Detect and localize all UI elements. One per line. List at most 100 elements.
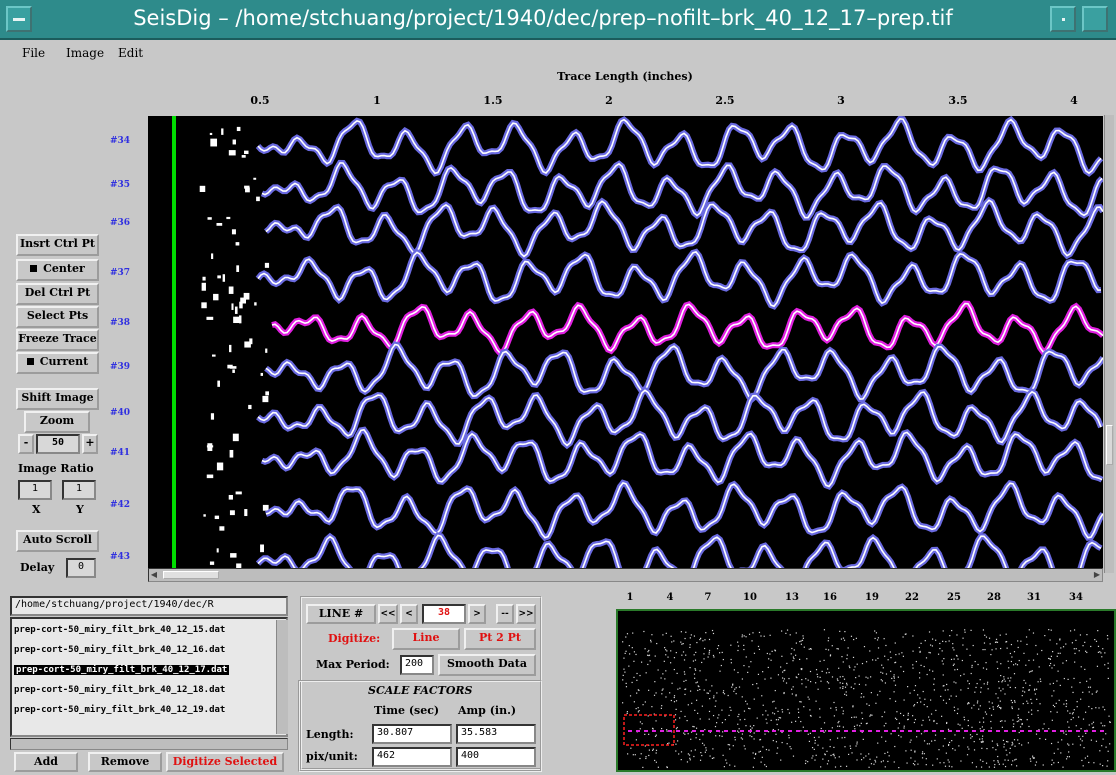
overview-noise-dot (687, 753, 689, 755)
overview-noise-dot (839, 630, 841, 632)
scroll-right-icon[interactable]: ▶ (1093, 570, 1101, 579)
overview-noise-dot (1092, 727, 1094, 729)
max-period-field[interactable]: 200 (400, 655, 434, 675)
overview-noise-dot (766, 652, 768, 655)
overview-noise-dot (865, 755, 867, 757)
file-list-item[interactable]: prep-cort-50_miry_filt_brk_40_12_16.dat (14, 645, 226, 655)
auto-scroll-button[interactable]: Auto Scroll (16, 530, 99, 552)
overview-noise-dot (982, 648, 984, 651)
path-field[interactable]: /home/stchuang/project/1940/dec/R (10, 596, 288, 616)
scroll-left-icon[interactable]: ◀ (150, 570, 158, 579)
overview-noise-dot (666, 743, 669, 745)
file-list-item[interactable]: prep-cort-50_miry_filt_brk_40_12_19.dat (14, 705, 226, 715)
plot-hscroll-thumb[interactable] (163, 571, 219, 579)
plot-vertical-scrollbar[interactable] (1104, 115, 1114, 573)
overview-noise-dot (944, 689, 946, 691)
remove-button[interactable]: Remove (88, 752, 162, 772)
menu-image[interactable]: Image (66, 46, 105, 60)
del-ctrl-pt-button[interactable]: Del Ctrl Pt (16, 283, 99, 305)
overview-noise-dot (998, 680, 1000, 683)
overview-noise-dot (903, 699, 905, 701)
window-menu-button[interactable] (6, 6, 32, 32)
overview-noise-dot (1017, 646, 1019, 649)
insert-ctrl-pt-button[interactable]: Insrt Ctrl Pt (16, 234, 99, 256)
delay-field[interactable]: 0 (66, 558, 96, 578)
overview-noise-dot (1028, 629, 1030, 631)
pix-time-field[interactable]: 462 (372, 747, 452, 767)
file-list-item[interactable]: prep-cort-50_miry_filt_brk_40_12_18.dat (14, 685, 226, 695)
overview-noise-dot (973, 704, 975, 706)
overview-noise-dot (916, 736, 918, 738)
length-time-field[interactable]: 30.807 (372, 724, 452, 744)
seismogram-canvas[interactable] (148, 116, 1103, 568)
overview-noise-dot (844, 631, 846, 633)
file-list-item[interactable]: prep-cort-50_miry_filt_brk_40_12_17.dat (14, 665, 230, 675)
overview-noise-dot (1107, 638, 1109, 640)
file-list-hscroll[interactable] (10, 738, 288, 750)
center-toggle[interactable]: Center (16, 259, 99, 281)
overview-noise-dot (1049, 665, 1051, 667)
overview-canvas[interactable] (618, 611, 1114, 770)
overview-noise-dot (709, 690, 711, 692)
overview-noise-dot (786, 662, 788, 665)
plot-vscroll-thumb[interactable] (1106, 425, 1113, 465)
pix-amp-field[interactable]: 400 (456, 747, 536, 767)
last-line-button[interactable]: >> (516, 604, 536, 624)
overview-noise-dot (760, 635, 762, 637)
file-list-item[interactable]: prep-cort-50_miry_filt_brk_40_12_15.dat (14, 625, 226, 635)
overview-noise-dot (727, 694, 729, 697)
dash-button[interactable]: -- (496, 604, 514, 624)
prev-line-button[interactable]: < (400, 604, 418, 624)
overview-noise-dot (792, 755, 795, 757)
digitize-line-button[interactable]: Line (392, 628, 460, 650)
overview-noise-dot (968, 683, 970, 685)
overview-noise-dot (648, 654, 650, 657)
overview-noise-dot (695, 727, 698, 729)
maximize-button[interactable] (1082, 6, 1108, 32)
digitize-selected-button[interactable]: Digitize Selected (166, 752, 284, 772)
zoom-minus-button[interactable]: - (18, 434, 34, 454)
menu-edit[interactable]: Edit (118, 46, 144, 60)
overview-noise-dot (910, 749, 912, 751)
length-amp-field[interactable]: 35.583 (456, 724, 536, 744)
ratio-y-field[interactable]: 1 (62, 480, 96, 500)
line-number-toggle[interactable]: LINE # (306, 604, 376, 624)
zoom-value-field[interactable]: 50 (36, 434, 80, 454)
overview-noise-dot (644, 745, 646, 747)
line-number-field[interactable]: 38 (422, 604, 466, 624)
overview-noise-dot (663, 660, 665, 662)
plot-horizontal-scrollbar[interactable]: ◀ ▶ (148, 568, 1103, 582)
overview-noise-dot (894, 661, 897, 663)
smooth-data-button[interactable]: Smooth Data (438, 654, 536, 676)
select-pts-button[interactable]: Select Pts (16, 306, 99, 328)
add-button[interactable]: Add (14, 752, 78, 772)
overview-noise-dot (1044, 635, 1046, 637)
minimize-button[interactable] (1050, 6, 1076, 32)
shift-image-button[interactable]: Shift Image (16, 388, 99, 410)
overview-noise-dot (728, 744, 731, 746)
overview-noise-dot (789, 746, 791, 748)
overview-noise-dot (655, 692, 657, 694)
overview-noise-dot (1082, 645, 1084, 647)
current-toggle[interactable]: Current (16, 352, 99, 374)
overview-noise-dot (708, 710, 711, 713)
overview-noise-dot (689, 690, 692, 692)
freeze-trace-button[interactable]: Freeze Trace (16, 329, 99, 351)
overview-noise-dot (1017, 717, 1019, 719)
overview-noise-dot (752, 632, 754, 634)
overview-noise-dot (665, 649, 667, 651)
digitize-pt2pt-button[interactable]: Pt 2 Pt (464, 628, 536, 650)
overview-tick-label: 28 (987, 592, 1001, 603)
overview-noise-dot (807, 761, 809, 763)
overview-image[interactable] (616, 609, 1116, 772)
zoom-plus-button[interactable]: + (82, 434, 98, 454)
overview-noise-dot (1017, 714, 1019, 716)
file-list-vscroll[interactable] (276, 620, 288, 734)
next-line-button[interactable]: > (468, 604, 486, 624)
menu-file[interactable]: File (22, 46, 46, 60)
ratio-x-field[interactable]: 1 (18, 480, 52, 500)
overview-noise-dot (1057, 761, 1059, 764)
zoom-button[interactable]: Zoom (24, 411, 90, 433)
first-line-button[interactable]: << (378, 604, 398, 624)
